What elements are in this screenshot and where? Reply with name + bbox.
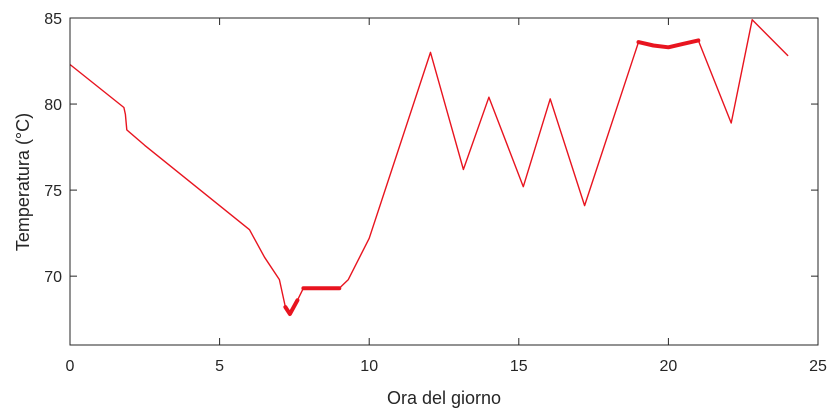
x-tick-label: 25 xyxy=(809,358,827,375)
y-tick-labels: 70 75 80 85 xyxy=(44,11,62,286)
x-tick-label: 20 xyxy=(660,358,678,375)
y-tick-label: 85 xyxy=(44,11,62,28)
y-tick-label: 80 xyxy=(44,97,62,114)
x-tick-labels: 0 5 10 15 20 25 xyxy=(66,358,827,375)
y-tick-label: 70 xyxy=(44,269,62,286)
x-tick-label: 0 xyxy=(66,358,75,375)
x-tick-label: 10 xyxy=(360,358,378,375)
y-axis-label: Temperatura (°C) xyxy=(13,113,33,251)
plot-area xyxy=(70,18,818,345)
y-tick-label: 75 xyxy=(44,183,62,200)
x-axis-label: Ora del giorno xyxy=(387,388,501,408)
x-tick-label: 15 xyxy=(510,358,528,375)
x-tick-label: 5 xyxy=(215,358,224,375)
